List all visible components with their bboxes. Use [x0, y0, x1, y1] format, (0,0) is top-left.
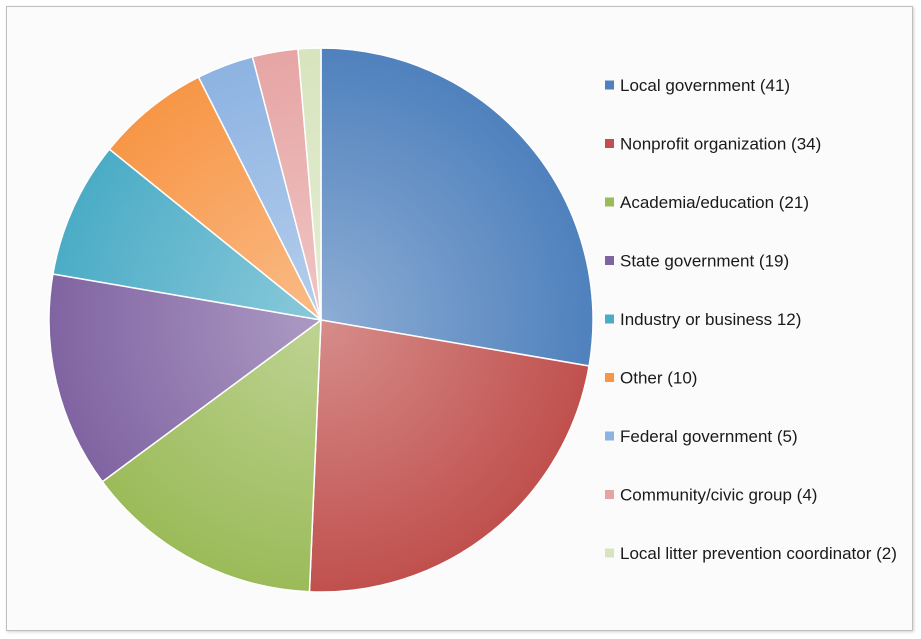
legend-label-6: Other (10)	[620, 369, 697, 388]
pie-slice-3	[101, 318, 322, 593]
legend-swatch-1	[605, 80, 614, 90]
legend-label-2: Nonprofit organization (34)	[620, 135, 821, 154]
legend-label-3: Academia/education (21)	[620, 193, 809, 212]
legend-swatch-7	[605, 431, 614, 441]
legend-swatch-3	[605, 197, 614, 207]
pie-slice-4	[48, 273, 323, 483]
pie-slice-2	[308, 319, 590, 593]
pie-slice-6	[108, 76, 322, 321]
pie-slice-9	[297, 47, 322, 321]
legend: Local government (41) Nonprofit organizat…	[605, 76, 897, 563]
legend-swatch-8	[605, 490, 614, 499]
legend-label-1: Local government (41)	[620, 76, 790, 95]
legend-swatch-4	[605, 256, 614, 265]
legend-swatch-2	[605, 139, 614, 148]
legend-swatch-9	[605, 548, 614, 558]
legend-label-5: Industry or business 12)	[620, 310, 801, 329]
legend-label-7: Federal government (5)	[620, 427, 798, 446]
pie-slices	[48, 47, 594, 593]
pie-slice-1	[320, 47, 594, 367]
legend-swatch-5	[605, 314, 614, 324]
legend-label-8: Community/civic group (4)	[620, 486, 817, 505]
pie-slice-5	[52, 148, 324, 322]
legend-label-9: Local litter prevention coordinator (2)	[620, 544, 897, 563]
legend-swatch-6	[605, 373, 614, 382]
legend-label-4: State government (19)	[620, 252, 789, 271]
